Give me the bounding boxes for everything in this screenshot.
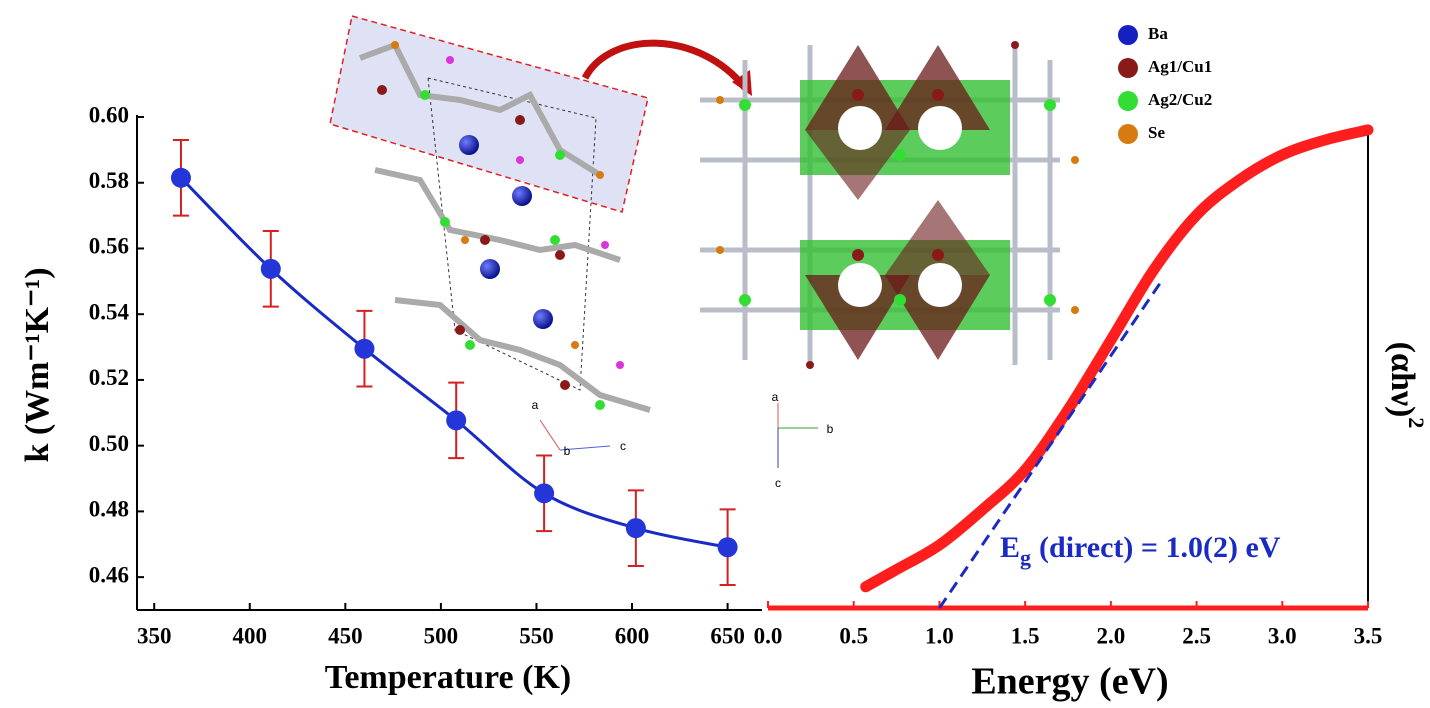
- y-tick-label: 0.50: [89, 431, 129, 456]
- annotation-main: E: [1000, 531, 1020, 564]
- x-tick-label: 650: [710, 623, 745, 648]
- data-curve: [860, 124, 1374, 593]
- data-point: [625, 518, 646, 539]
- legend-swatch: [1118, 124, 1138, 144]
- x-tick-label: 3.5: [1354, 623, 1383, 648]
- crystal-structure-left: [329, 15, 818, 468]
- x-axis-title: Energy (eV): [971, 661, 1168, 703]
- y-axis-title-main: (αhν): [1384, 342, 1421, 418]
- x-tick-label: 350: [137, 623, 172, 648]
- y-tick-label: 0.48: [89, 497, 129, 522]
- y-axis-title: k (Wm⁻¹K⁻¹): [19, 267, 56, 462]
- x-axis-title: Temperature (K): [325, 659, 571, 696]
- x-tick-label: 600: [615, 623, 650, 648]
- data-point: [260, 258, 281, 279]
- annotation: Eg (direct) = 1.0(2) eV: [1000, 531, 1281, 570]
- y-tick-label: 0.46: [89, 562, 129, 587]
- data-point: [354, 338, 375, 359]
- x-tick-label: 2.5: [1182, 623, 1211, 648]
- x-tick-label: 3.0: [1268, 623, 1297, 648]
- annotation-sub: g: [1020, 545, 1031, 570]
- legend-swatch: [1118, 91, 1138, 111]
- x-tick-label: 500: [424, 623, 459, 648]
- data-point: [170, 167, 191, 188]
- legend-label: Ba: [1148, 24, 1168, 43]
- x-tick-label: 0.5: [839, 623, 868, 648]
- y-axis-title: (αhν)2: [1384, 342, 1429, 429]
- axis-label: b: [564, 444, 571, 458]
- axis-label: b: [827, 422, 834, 436]
- data-point: [446, 410, 467, 431]
- axis-label: a: [532, 398, 539, 412]
- y-axis-title-sup: 2: [1404, 417, 1429, 428]
- legend-label: Ag1/Cu1: [1148, 57, 1212, 76]
- y-tick-label: 0.52: [89, 365, 129, 390]
- x-tick-label: 1.0: [925, 623, 954, 648]
- y-tick-label: 0.60: [89, 102, 129, 127]
- axis-label: a: [772, 390, 779, 404]
- x-tick-label: 0.0: [754, 623, 783, 648]
- legend-label: Ag2/Cu2: [1148, 90, 1212, 109]
- axis-label: c: [620, 439, 626, 453]
- crystal-structure-right: [700, 41, 1079, 369]
- data-point: [717, 537, 738, 558]
- x-tick-label: 550: [519, 623, 554, 648]
- fit-line: [938, 279, 1164, 609]
- y-tick-label: 0.54: [89, 299, 130, 324]
- y-tick-label: 0.58: [89, 168, 129, 193]
- legend-label: Se: [1148, 123, 1165, 142]
- data-point: [534, 483, 555, 504]
- legend-swatch: [1118, 58, 1138, 78]
- y-tick-label: 0.56: [89, 234, 129, 259]
- x-tick-label: 400: [233, 623, 268, 648]
- x-tick-label: 1.5: [1011, 623, 1040, 648]
- annotation-rest: (direct) = 1.0(2) eV: [1039, 531, 1281, 564]
- x-tick-label: 450: [328, 623, 363, 648]
- legend-swatch: [1118, 25, 1138, 45]
- axis-label: c: [775, 476, 781, 490]
- x-tick-label: 2.0: [1096, 623, 1125, 648]
